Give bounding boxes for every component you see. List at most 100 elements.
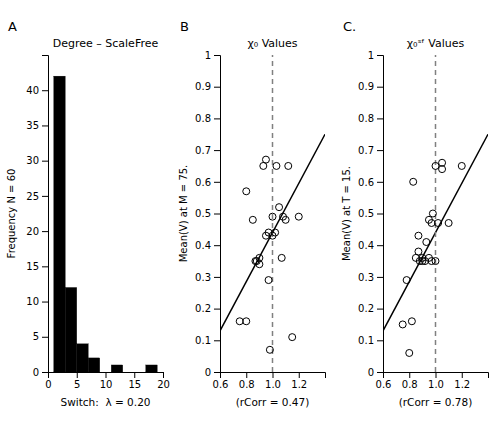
tick-label: 0.8 [402,379,418,390]
tick-mark [42,125,48,126]
tick-mark [409,372,410,378]
tick-mark [436,372,437,378]
point [236,318,243,325]
tick-label: 0.1 [358,335,374,346]
tick-mark [246,372,247,378]
tick-label: 0.7 [358,145,374,156]
tick-mark [377,277,383,278]
tick-label: 40 [26,85,39,96]
tick-mark [377,182,383,183]
axis-line [384,373,489,379]
tick: 0.3 [195,272,220,283]
point [282,216,289,223]
tick-label: 0.2 [358,303,374,314]
tick: 1.2 [454,372,470,390]
tick-label: 0.5 [195,208,211,219]
point [432,162,439,169]
tick-mark [42,161,48,162]
tick-label: 15 [26,261,39,272]
axis-line [49,373,164,379]
bar [77,344,89,372]
point [428,220,435,227]
point [429,210,436,217]
tick-mark [42,266,48,267]
tick: 0.9 [195,81,220,92]
tick-mark [377,118,383,119]
tick: 0.1 [195,335,220,346]
tick-label: 0.7 [195,145,211,156]
bar [111,365,123,372]
point [285,162,292,169]
tick: 1 [368,50,383,61]
tick-mark [377,55,383,56]
point [256,254,263,261]
x-axis-title: Switch: λ = 0.20 [61,396,151,408]
panel: 0.60.81.01.200.10.20.30.40.50.60.70.80.9… [341,19,489,408]
tick-label: 0.5 [358,208,374,219]
point [399,321,406,328]
tick: 0.8 [239,372,255,390]
tick-mark [42,372,48,373]
tick-mark [163,372,164,378]
tick: 10 [26,296,48,307]
plot-area [383,55,488,372]
tick: 1.0 [265,372,281,390]
bar [65,287,77,372]
tick-label: 0 [33,367,39,378]
point [415,248,422,255]
tick-mark [377,214,383,215]
tick-label: 1.0 [428,379,444,390]
plot-area [220,55,325,372]
x-axis-title: (rCorr = 0.47) [236,396,310,408]
tick-label: 5 [74,379,80,390]
tick-label: 1 [205,50,211,61]
tick-label: 0.9 [358,81,374,92]
y-axis-title: Mean(V) at T = 15. [341,166,352,261]
point [458,162,465,169]
x-axis-title: (rCorr = 0.78) [399,396,473,408]
point [276,204,283,211]
tick-label: 0 [45,379,51,390]
tick: 0.6 [376,372,392,390]
tick: 0.9 [358,81,383,92]
tick: 0.1 [358,335,383,346]
y-axis-title: Frequency N = 60 [6,169,17,259]
point [273,162,280,169]
point [435,220,442,227]
tick-mark [42,337,48,338]
tick-mark [214,55,220,56]
tick-label: 1.2 [454,379,470,390]
axis-line [221,373,326,379]
tick: 0.3 [358,272,383,283]
tick-mark [42,90,48,91]
tick: 0.6 [213,372,229,390]
tick-mark [77,372,78,378]
tick-label: 0.2 [195,303,211,314]
tick-mark [214,309,220,310]
y-axis: 00.10.20.30.40.50.60.70.80.91 [358,50,383,378]
point [423,239,430,246]
bar [100,372,112,373]
tick: 25 [26,191,48,202]
panel: 0.60.81.01.200.10.20.30.40.50.60.70.80.9… [178,19,326,408]
tick: 0 [45,372,51,390]
point [410,178,417,185]
tick-mark [214,340,220,341]
tick: 0 [33,367,48,378]
tick-label: 10 [100,379,113,390]
tick-mark [214,245,220,246]
tick: 0.7 [195,145,220,156]
tick-label: 0.4 [358,240,374,251]
panel-label: C. [343,19,356,34]
point [439,166,446,173]
bar [88,358,100,372]
tick-label: 20 [26,226,39,237]
tick-label: 0.8 [358,113,374,124]
tick: 0.4 [358,240,383,251]
tick: 0 [205,367,220,378]
tick-label: 0.4 [195,240,211,251]
tick: 30 [26,155,48,166]
tick: 0.2 [358,303,383,314]
bar [54,76,66,372]
tick-mark [214,277,220,278]
